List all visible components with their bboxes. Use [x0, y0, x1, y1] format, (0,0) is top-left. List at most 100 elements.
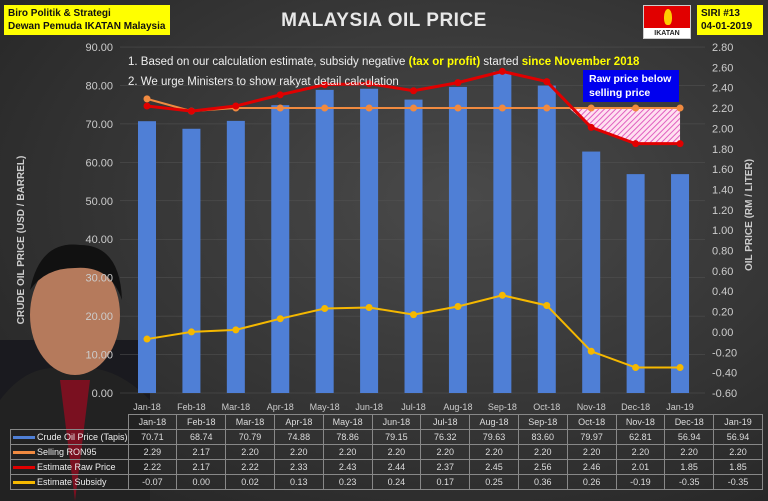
left-tick-label: 50.00 — [85, 196, 113, 208]
estimate-raw-price-point — [454, 79, 462, 87]
estimate-raw-price-point — [321, 81, 329, 89]
left-tick-label: 90.00 — [85, 42, 113, 54]
estimate-raw-price-point — [276, 91, 284, 99]
org-line-1: Biro Politik & Strategi — [8, 8, 111, 19]
right-tick-label: 0.80 — [712, 246, 733, 258]
table-cell: 56.94 — [713, 429, 763, 445]
left-tick-label: 60.00 — [85, 157, 113, 169]
estimate-subsidy-point — [321, 305, 329, 313]
table-row: Crude Oil Price (Tapis) 70.71 68.74 70.79 74… — [10, 429, 763, 445]
table-cell: 2.20 — [566, 444, 617, 460]
left-tick-label: 10.00 — [85, 350, 113, 362]
x-tick-label: Feb-18 — [177, 402, 206, 412]
selling-ron95-point — [410, 104, 418, 112]
estimate-subsidy-point — [543, 301, 551, 309]
x-tick-label: Jul-18 — [401, 402, 426, 412]
left-tick-label: 40.00 — [85, 234, 113, 246]
legend-entry: Crude Oil Price (Tapis) — [10, 429, 129, 445]
estimate-subsidy-point — [632, 364, 640, 372]
left-axis-title: CRUDE OIL PRICE (USD / BARREL) — [16, 156, 27, 325]
table-cell: -0.35 — [664, 474, 715, 490]
table-cell: 2.20 — [420, 444, 471, 460]
data-table: Jan-18 Feb-18 Mar-18 Apr-18 May-18 Jun-18 Jul-… — [10, 414, 763, 490]
table-cell: 2.29 — [127, 444, 178, 460]
right-tick-label: 0.00 — [712, 327, 733, 339]
legend-entry: Estimate Raw Price — [10, 459, 129, 475]
table-header-cell: Dec-18 — [664, 414, 715, 430]
right-axis-title: OIL PRICE (RM / LITER) — [744, 159, 755, 271]
right-tick-label: 1.80 — [712, 144, 733, 156]
table-cell: 62.81 — [615, 429, 666, 445]
table-cell: 0.36 — [517, 474, 568, 490]
table-cell: 2.20 — [225, 444, 275, 460]
table-cell: 2.56 — [517, 459, 568, 475]
table-cell: 0.24 — [371, 474, 422, 490]
series-date: 04-01-2019 — [701, 21, 753, 32]
selling-ron95-point — [365, 104, 373, 112]
right-tick-label: 0.20 — [712, 307, 733, 319]
estimate-subsidy-point — [365, 304, 373, 312]
legend-swatch — [13, 436, 35, 440]
table-cell: 56.94 — [664, 429, 715, 445]
selling-ron95-point — [498, 104, 506, 112]
estimate-raw-price-point — [587, 123, 595, 131]
table-cell: 2.22 — [127, 459, 178, 475]
right-tick-label: -0.40 — [712, 368, 737, 380]
estimate-subsidy-point — [187, 328, 195, 336]
table-cell: -0.19 — [615, 474, 666, 490]
selling-ron95-point — [143, 95, 151, 103]
table-cell: 2.20 — [664, 444, 715, 460]
org-label: Biro Politik & Strategi Dewan Pemuda IKA… — [4, 5, 170, 35]
org-line-2: Dewan Pemuda IKATAN Malaysia — [8, 21, 166, 32]
page-title: MALAYSIA OIL PRICE — [281, 10, 487, 31]
right-tick-label: 1.20 — [712, 205, 733, 217]
estimate-raw-price-point — [632, 140, 640, 148]
table-cell: 2.20 — [517, 444, 568, 460]
right-tick-label: 0.40 — [712, 286, 733, 298]
table-header-cell: Feb-18 — [176, 414, 227, 430]
table-cell: 2.20 — [371, 444, 422, 460]
table-cell: 0.26 — [566, 474, 617, 490]
table-cell: 2.20 — [322, 444, 373, 460]
left-tick-label: 70.00 — [85, 119, 113, 131]
table-cell: 2.37 — [420, 459, 471, 475]
selling-ron95-point — [276, 104, 284, 112]
table-header-cell: May-18 — [322, 414, 373, 430]
table-cell: 0.25 — [469, 474, 519, 490]
right-tick-label: 2.40 — [712, 83, 733, 95]
bar-crude-oil — [537, 85, 556, 393]
table-cell: 79.97 — [566, 429, 617, 445]
table-cell: 0.00 — [176, 474, 227, 490]
table-cell: 2.20 — [469, 444, 519, 460]
estimate-raw-price-point — [543, 78, 551, 86]
note-2: 2. We urge Ministers to show rakyat deta… — [128, 76, 399, 88]
right-tick-label: 1.00 — [712, 225, 733, 237]
note-1: 1. Based on our calculation estimate, su… — [128, 56, 640, 68]
table-header-row: Jan-18 Feb-18 Mar-18 Apr-18 May-18 Jun-18 Jul-… — [11, 414, 763, 430]
legend-swatch — [13, 451, 35, 455]
table-header-cell: Jul-18 — [420, 414, 471, 430]
bar-crude-oil — [493, 71, 512, 393]
legend-swatch — [13, 466, 35, 470]
table-cell: 2.20 — [713, 444, 763, 460]
table-cell: 70.79 — [225, 429, 275, 445]
estimate-subsidy-point — [498, 291, 506, 299]
ikatan-logo: IKATAN — [643, 5, 691, 39]
bar-crude-oil — [404, 99, 423, 394]
selling-ron95-point — [454, 104, 462, 112]
table-cell: 2.22 — [225, 459, 275, 475]
x-tick-label: Aug-18 — [443, 402, 472, 412]
right-tick-label: -0.60 — [712, 388, 737, 400]
table-cell: 1.85 — [664, 459, 715, 475]
flame-icon — [664, 9, 672, 25]
table-cell: 2.45 — [469, 459, 519, 475]
estimate-subsidy-point — [587, 347, 595, 355]
bar-crude-oil — [360, 88, 379, 393]
x-tick-label: Jan-18 — [133, 402, 161, 412]
right-tick-label: 2.00 — [712, 123, 733, 135]
left-tick-label: 80.00 — [85, 80, 113, 92]
estimate-subsidy-point — [676, 364, 684, 372]
bar-crude-oil — [671, 174, 690, 393]
table-header-cell: Jan-18 — [127, 414, 178, 430]
x-tick-label: Apr-18 — [267, 402, 294, 412]
